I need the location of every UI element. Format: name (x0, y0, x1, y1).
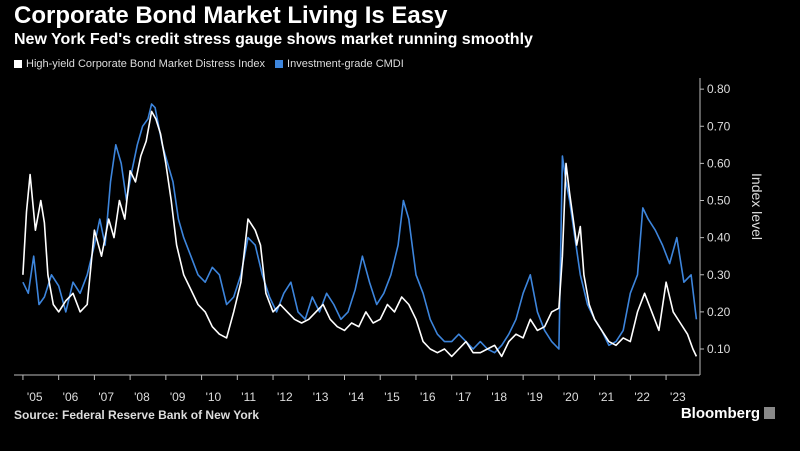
x-axis-ticks: '05 '06 '07 '08 '09 '10 '11 '12 '13 '14 '15 '16 '17 '… (22, 375, 686, 404)
legend-item-high-yield: High-yield Corporate Bond Market Distres… (14, 58, 265, 70)
y-tick-label: 0.30 (707, 268, 731, 282)
y-tick-label: 0.70 (707, 119, 731, 133)
x-tick-label: '22 (634, 390, 650, 404)
x-tick-label: '16 (420, 390, 436, 404)
page-title: Corporate Bond Market Living Is Easy (14, 2, 448, 29)
y-tick-label: 0.50 (707, 194, 731, 208)
chart-legend: High-yield Corporate Bond Market Distres… (14, 58, 414, 70)
x-tick-label: '05 (27, 390, 43, 404)
y-tick-label: 0.20 (707, 305, 731, 319)
legend-swatch-high-yield (14, 60, 22, 68)
legend-swatch-investment-grade (275, 60, 284, 68)
y-axis-label: Index level (749, 173, 765, 240)
y-tick-label: 0.10 (707, 342, 731, 356)
legend-item-investment-grade: Investment-grade CMDI (275, 58, 404, 70)
y-axis-ticks: 0.10 0.20 0.30 0.40 0.50 0.60 0.70 0.80 (700, 82, 731, 356)
x-tick-label: '14 (348, 390, 364, 404)
x-tick-label: '11 (241, 390, 256, 404)
x-tick-label: '08 (134, 390, 150, 404)
x-tick-label: '17 (456, 390, 472, 404)
y-tick-label: 0.40 (707, 231, 731, 245)
series-line-high-yield (22, 110, 698, 358)
chart-axes (14, 78, 701, 376)
y-tick-label: 0.60 (707, 156, 731, 170)
x-tick-label: '06 (63, 390, 79, 404)
series-line-investment-grade (22, 103, 698, 354)
x-tick-label: '19 (527, 390, 543, 404)
x-tick-label: '15 (384, 390, 400, 404)
brand-icon (764, 407, 775, 419)
page-subtitle: New York Fed's credit stress gauge shows… (14, 31, 533, 48)
x-tick-label: '21 (599, 390, 615, 404)
chart-series (22, 103, 698, 358)
x-tick-label: '23 (670, 390, 686, 404)
x-tick-label: '13 (313, 390, 329, 404)
brand-logo: Bloomberg (680, 405, 760, 422)
x-tick-label: '07 (98, 390, 114, 404)
y-tick-label: 0.80 (707, 82, 731, 96)
x-tick-label: '20 (563, 390, 579, 404)
legend-label-investment-grade: Investment-grade CMDI (287, 58, 404, 70)
x-tick-label: '10 (206, 390, 222, 404)
source-note: Source: Federal Reserve Bank of New York (14, 408, 259, 422)
legend-label-high-yield: High-yield Corporate Bond Market Distres… (26, 58, 266, 70)
x-tick-label: '09 (170, 390, 186, 404)
x-tick-label: '12 (277, 390, 293, 404)
x-tick-label: '18 (491, 390, 507, 404)
